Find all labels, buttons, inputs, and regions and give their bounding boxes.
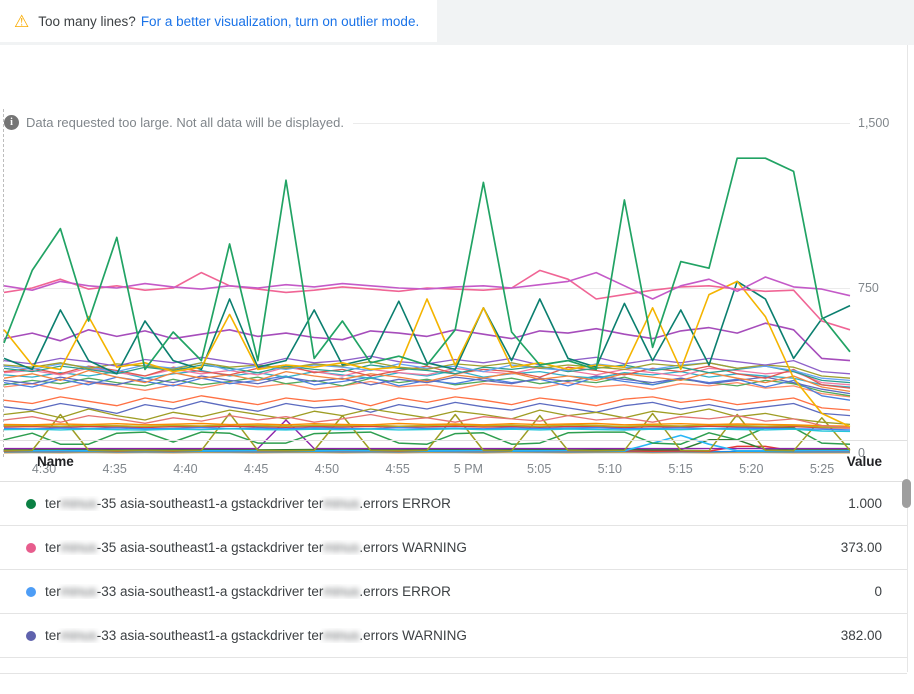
x-tick: 4:55 — [385, 462, 410, 476]
series-flat-purple-spike — [4, 419, 850, 450]
legend-row[interactable]: terminus-35 asia-southeast1-a gstackdriv… — [0, 526, 907, 570]
notice-text: Data requested too large. Not all data w… — [26, 115, 344, 130]
x-tick: 4:35 — [102, 462, 127, 476]
series-green-meander — [3, 426, 851, 445]
outlier-mode-link[interactable]: For a better visualization, turn on outl… — [140, 13, 420, 29]
info-icon: i — [4, 115, 19, 130]
redacted-text: minus — [323, 540, 360, 555]
series-purple-upper — [3, 322, 851, 362]
x-tick: 4:50 — [314, 462, 340, 476]
redacted-text: minus — [60, 540, 97, 555]
series-color-dot — [26, 498, 36, 509]
series-band-salmon — [3, 380, 851, 398]
redacted-text: minus — [323, 584, 360, 599]
series-yellow-peaks — [3, 280, 851, 428]
x-tick: 4:30 — [31, 462, 57, 476]
redacted-text: minus — [60, 584, 97, 599]
series-color-dot — [26, 630, 36, 641]
series-value: 1.000 — [848, 496, 882, 511]
banner-text: Too many lines? — [38, 13, 136, 29]
y-tick-0: 0 — [858, 446, 865, 460]
column-header-value: Value — [846, 453, 882, 469]
x-tick: 5:20 — [739, 462, 764, 476]
y-tick-1500: 1,500 — [858, 116, 890, 130]
x-tick: 5 PM — [453, 462, 483, 476]
x-axis-labels: 4:30 4:35 4:40 4:45 4:50 4:55 5 PM 5:05 5:10 5:15… — [0, 462, 914, 482]
x-tick: 5:25 — [809, 462, 835, 476]
chart-left-dashed-boundary — [3, 109, 4, 457]
series-magenta-high — [3, 271, 851, 300]
redacted-text: minus — [323, 496, 360, 511]
legend-table-header: Name Value — [0, 441, 907, 482]
series-mid-indigo — [3, 400, 851, 417]
series-olive-triangles — [3, 412, 851, 452]
legend-row[interactable]: terminus-35 asia-southeast1-a gstackdriv… — [0, 482, 907, 526]
column-header-name: Name — [37, 453, 74, 469]
data-too-large-notice: i Data requested too large. Not all data… — [4, 115, 353, 130]
series-value: 373.00 — [840, 540, 882, 555]
too-many-lines-banner: ⚠ Too many lines? For a better visualiza… — [0, 0, 438, 42]
series-low-orange — [3, 422, 851, 427]
warning-icon: ⚠ — [14, 11, 30, 31]
chart-table-divider — [0, 440, 907, 441]
series-name: terminus-35 asia-southeast1-a gstackdriv… — [45, 540, 467, 555]
series-band-red — [3, 364, 851, 389]
partial-row — [0, 658, 907, 674]
redacted-text: minus — [60, 628, 97, 643]
series-mid-orange — [3, 395, 851, 411]
gridline-0 — [4, 453, 850, 454]
gridline-1500 — [4, 123, 850, 124]
timeseries-chart[interactable] — [3, 123, 851, 454]
redacted-text: minus — [60, 496, 97, 511]
series-value: 0 — [874, 584, 882, 599]
x-tick: 4:40 — [173, 462, 198, 476]
series-color-dot — [26, 586, 36, 597]
redacted-text: minus — [323, 628, 360, 643]
x-tick: 5:10 — [597, 462, 622, 476]
scrollbar-thumb[interactable] — [902, 479, 911, 508]
y-tick-750: 750 — [858, 281, 879, 295]
series-pink-high — [3, 269, 851, 331]
series-name: terminus-33 asia-southeast1-a gstackdriv… — [45, 628, 467, 643]
series-mid-salmon — [3, 413, 851, 429]
x-tick: 5:15 — [668, 462, 693, 476]
header-bar: ⚠ Too many lines? For a better visualiza… — [0, 0, 914, 45]
legend-row[interactable]: terminus-33 asia-southeast1-a gstackdriv… — [0, 570, 907, 614]
legend-row[interactable]: terminus-33 asia-southeast1-a gstackdriv… — [0, 614, 907, 658]
series-value: 382.00 — [840, 628, 882, 643]
x-tick: 4:45 — [244, 462, 269, 476]
series-green-tall-peaks — [3, 157, 851, 371]
chart-region: i Data requested too large. Not all data… — [0, 45, 914, 476]
series-band-blue — [3, 375, 851, 401]
series-band-cyan — [3, 369, 851, 388]
legend-table: Name Value terminus-35 asia-southeast1-a… — [0, 441, 907, 674]
series-teal-spiky — [3, 280, 851, 375]
x-tick: 5:05 — [526, 462, 552, 476]
series-name: terminus-33 asia-southeast1-a gstackdriv… — [45, 584, 451, 599]
series-low-cyan — [3, 428, 851, 433]
series-color-dot — [26, 542, 36, 553]
series-low-red — [3, 425, 851, 429]
scrollbar-track — [907, 45, 908, 672]
series-name: terminus-35 asia-southeast1-a gstackdriv… — [45, 496, 451, 511]
